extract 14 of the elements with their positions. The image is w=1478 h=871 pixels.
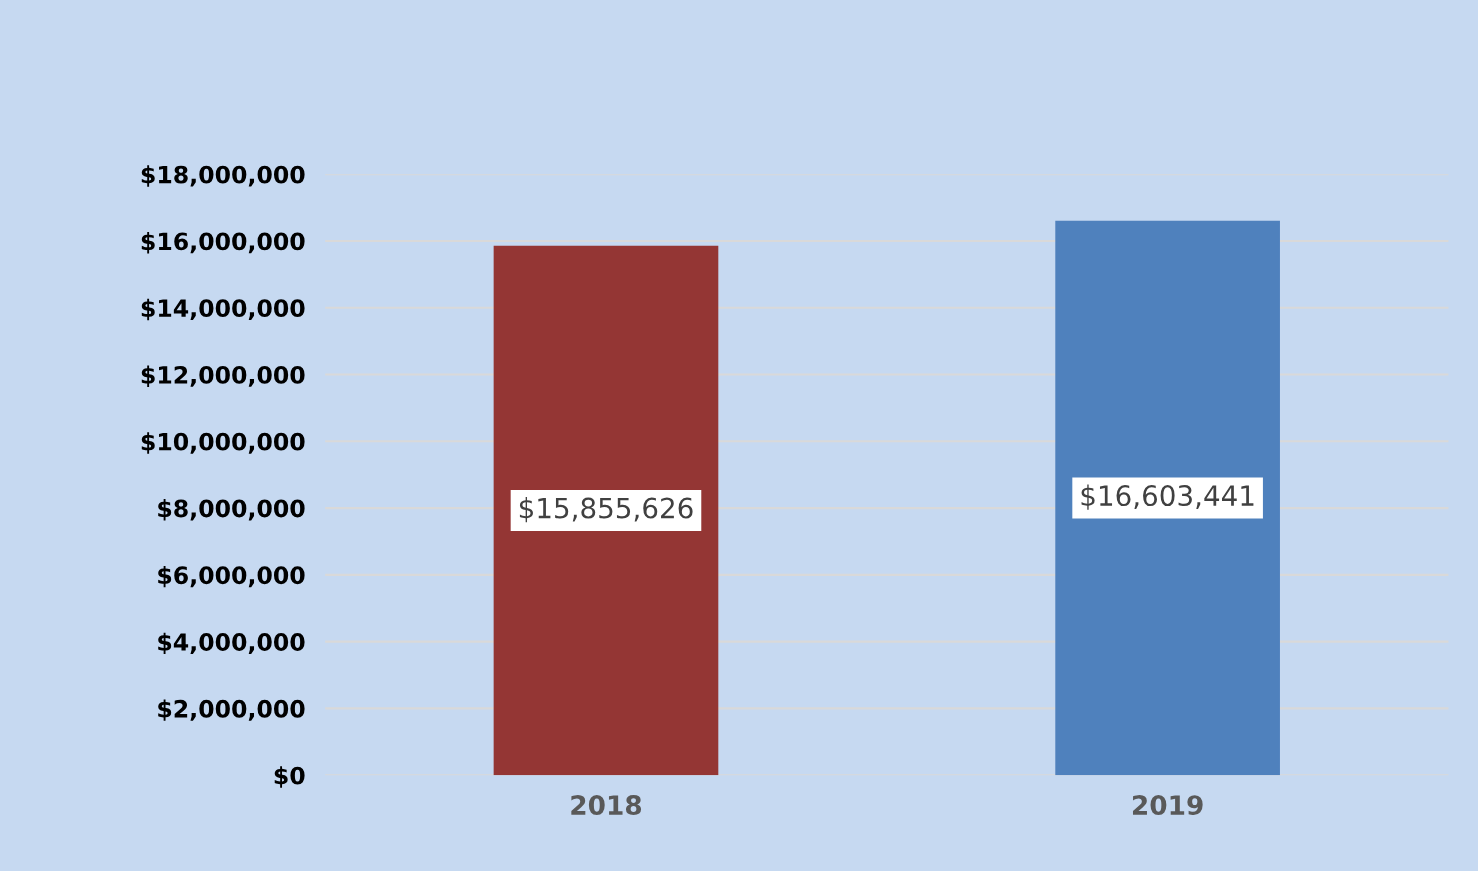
data-label: $15,855,626: [519, 497, 693, 523]
y-tick-label: $0: [274, 766, 305, 788]
y-tick-label: $18,000,000: [141, 165, 305, 187]
y-tick-label: $8,000,000: [158, 499, 305, 521]
y-tick-label: $14,000,000: [141, 298, 305, 321]
y-tick-label: $2,000,000: [158, 699, 305, 721]
y-tick-label: $10,000,000: [141, 432, 305, 454]
x-tick-label: 2019: [1132, 795, 1203, 816]
x-tick-label: 2018: [571, 795, 642, 816]
y-tick-label: $4,000,000: [158, 632, 305, 655]
y-tick-label: $12,000,000: [141, 365, 305, 387]
y-tick-label: $6,000,000: [158, 565, 305, 588]
y-tick-label: $16,000,000: [141, 232, 305, 254]
data-label: $16,603,441: [1081, 484, 1254, 510]
